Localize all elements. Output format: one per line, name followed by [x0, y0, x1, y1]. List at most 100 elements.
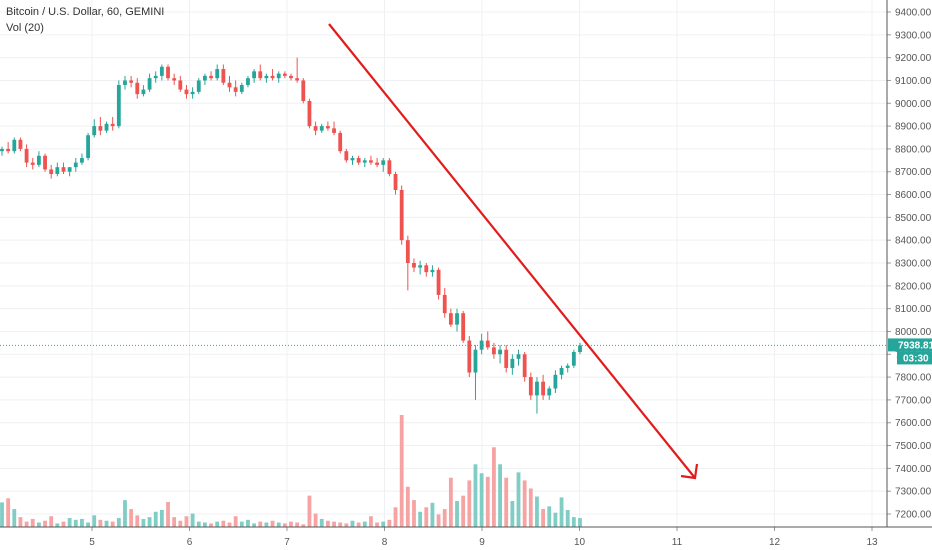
volume-bar: [73, 519, 78, 527]
candle-body: [473, 349, 478, 373]
volume-bar: [362, 521, 367, 527]
volume-bar: [153, 511, 158, 527]
volume-bar: [430, 502, 435, 527]
volume-bar: [30, 518, 35, 527]
candle-body: [492, 347, 496, 355]
candle-body: [387, 160, 392, 175]
volume-bar: [12, 509, 17, 527]
volume-bar: [227, 522, 232, 527]
volume-bar: [0, 502, 4, 527]
x-tick-label: 5: [89, 537, 95, 548]
candle-body: [264, 75, 269, 79]
volume-bar: [399, 415, 404, 527]
candle-body: [159, 66, 164, 76]
volume-bar: [547, 506, 552, 527]
candle-body: [276, 73, 281, 79]
candle-body: [215, 69, 220, 79]
volume-bar: [473, 464, 478, 527]
candle-body: [209, 75, 213, 79]
candle-body: [135, 82, 140, 95]
volume-bar: [289, 521, 293, 527]
x-tick-label: 13: [866, 537, 878, 548]
candle-body: [541, 381, 546, 396]
candle-body: [92, 126, 97, 136]
candle-body: [528, 377, 533, 396]
candle-body: [110, 123, 115, 127]
volume-bar: [553, 512, 558, 527]
y-tick-label: 9200.00: [895, 53, 932, 64]
last-price-label: 7938.81: [898, 340, 932, 351]
volume-bar: [541, 509, 546, 527]
candle-body: [196, 80, 201, 92]
candle-body: [116, 85, 121, 127]
volume-bar: [43, 520, 47, 527]
candle-body: [516, 354, 521, 359]
candle-body: [0, 148, 4, 152]
volume-bar: [258, 521, 263, 527]
candle-body: [166, 66, 170, 79]
volume-bar: [172, 517, 177, 527]
volume-bar: [80, 518, 84, 527]
volume-bar: [442, 509, 447, 527]
candle-body: [547, 388, 552, 396]
candle-body: [221, 69, 226, 83]
volume-bar: [104, 520, 109, 527]
candle-body: [246, 78, 250, 86]
candle-body: [522, 354, 527, 378]
candle-body: [141, 89, 146, 95]
volume-bar: [239, 521, 244, 527]
volume-bar: [221, 520, 226, 527]
candle-body: [270, 75, 275, 79]
volume-bar: [203, 522, 207, 527]
volume-bar: [276, 522, 281, 527]
candle-body: [24, 148, 29, 163]
candle-body: [332, 128, 336, 133]
volume-bar: [393, 507, 398, 527]
price-axis[interactable]: 9400.00 9300.00 9200.00 9100.00 9000.00 8900.…: [886, 0, 932, 527]
volume-bar: [92, 515, 97, 527]
volume-bar: [332, 521, 336, 527]
volume-bar: [307, 495, 312, 527]
candle-body: [184, 89, 189, 95]
volume-bar: [24, 521, 29, 527]
candle-body: [123, 80, 127, 86]
volume-bar: [36, 522, 41, 527]
y-tick-label: 7300.00: [895, 487, 932, 498]
candle-body: [418, 265, 423, 268]
volume-indicator-label[interactable]: Vol (20): [6, 22, 44, 34]
candle-body: [86, 135, 90, 159]
candle-body: [369, 160, 373, 163]
volume-bar: [61, 521, 66, 527]
candle-body: [153, 75, 158, 79]
volume-bar: [67, 518, 72, 527]
symbol-title[interactable]: Bitcoin / U.S. Dollar, 60, GEMINI: [6, 6, 165, 18]
candle-body: [553, 374, 558, 389]
candle-body: [319, 126, 324, 131]
volume-bar: [141, 518, 146, 527]
candle-body: [307, 100, 312, 127]
volume-bar: [184, 516, 189, 527]
y-tick-label: 8800.00: [895, 144, 932, 155]
candle-body: [504, 349, 509, 368]
candle-body: [282, 73, 287, 76]
trend-line[interactable]: [328, 23, 696, 479]
volume-bar: [6, 498, 11, 527]
volume-bar: [252, 523, 257, 527]
volume-bar: [55, 523, 60, 527]
volume-bar: [313, 513, 318, 527]
candle-body: [430, 269, 435, 273]
volume-bar: [98, 519, 103, 527]
candle-body: [258, 71, 263, 79]
candle-body: [362, 160, 367, 163]
y-tick-label: 8600.00: [895, 190, 932, 201]
candle-body: [239, 85, 244, 92]
candle-body: [43, 155, 47, 170]
candle-body: [190, 91, 195, 95]
volume-bar: [135, 515, 140, 527]
volume-bar: [559, 497, 564, 527]
y-tick-label: 8300.00: [895, 259, 932, 270]
downtrend-arrow-drawing[interactable]: [328, 23, 699, 480]
time-axis[interactable]: 5 6 7 8 9 10 11 12 13: [0, 526, 932, 548]
candle-body: [356, 158, 361, 163]
